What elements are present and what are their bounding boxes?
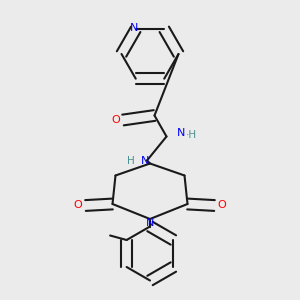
Text: N: N [146, 218, 154, 229]
Text: N: N [141, 155, 150, 166]
Text: O: O [74, 200, 82, 211]
Text: N: N [130, 23, 138, 33]
Text: O: O [218, 200, 226, 211]
Text: ·H: ·H [185, 130, 197, 140]
Text: N: N [177, 128, 185, 139]
Text: H: H [127, 155, 135, 166]
Text: O: O [111, 115, 120, 125]
